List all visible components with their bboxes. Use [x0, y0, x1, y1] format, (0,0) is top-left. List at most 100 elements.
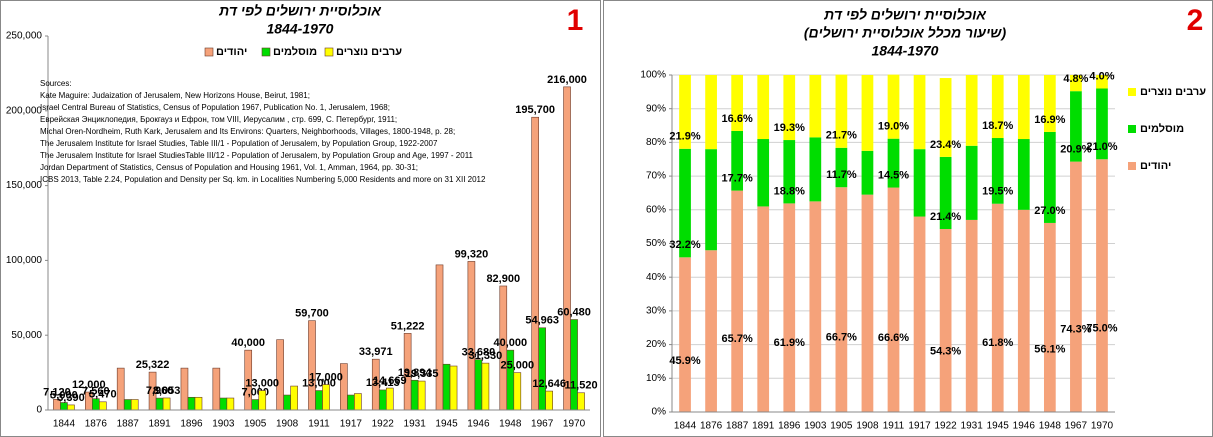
- panel-badge: 2: [1187, 4, 1204, 37]
- bar: [513, 372, 522, 411]
- bar-segment: [757, 206, 770, 412]
- data-label: 82,900: [486, 273, 520, 285]
- y-tick-label: 200,000: [6, 105, 43, 116]
- bar: [123, 399, 132, 411]
- bar-segment: [1096, 159, 1108, 412]
- bar-segment: [705, 149, 717, 251]
- x-tick-label: 1922: [372, 419, 395, 430]
- legend-swatch: [261, 47, 271, 57]
- x-tick-label: 1945: [435, 419, 458, 430]
- bar-segment: [1070, 75, 1082, 92]
- source-line: The Jerusalem Institute for Israel Studi…: [40, 139, 438, 148]
- bar: [385, 387, 394, 411]
- bar: [570, 319, 578, 411]
- y-tick-label: 20%: [646, 339, 666, 350]
- data-label: 7,960: [146, 385, 174, 397]
- bar: [481, 362, 490, 411]
- bar-segment: [991, 203, 1004, 412]
- data-label: 12,646: [532, 378, 566, 390]
- bar-segment: [809, 137, 822, 202]
- bar-segment: [939, 229, 952, 412]
- bar-segment: [1017, 209, 1030, 412]
- data-label: 27.0%: [1034, 205, 1065, 217]
- legend-swatch: [1128, 125, 1136, 133]
- bar: [417, 380, 426, 411]
- bar-segment: [887, 74, 900, 139]
- data-label: 18.8%: [774, 185, 805, 197]
- bar-segment: [1043, 222, 1056, 412]
- bar: [308, 320, 316, 411]
- x-tick-label: 1931: [961, 421, 984, 432]
- bar-segment: [783, 203, 796, 412]
- data-label: 7,120: [43, 386, 71, 398]
- data-label: 16.6%: [722, 113, 753, 125]
- data-label: 195,700: [515, 104, 555, 116]
- data-label: 54,963: [525, 315, 559, 327]
- bar: [322, 384, 330, 411]
- legend-swatch: [1128, 162, 1136, 170]
- x-tick-label: 1931: [404, 419, 427, 430]
- data-label: 7,560: [82, 386, 110, 398]
- data-label: 21.7%: [826, 130, 857, 142]
- y-tick-label: 60%: [646, 204, 666, 215]
- data-label: 25,322: [136, 359, 170, 371]
- data-label: 216,000: [547, 74, 587, 86]
- legend-label: מוסלמים: [1140, 122, 1184, 135]
- bar: [290, 385, 298, 411]
- data-label: 60,480: [557, 306, 591, 318]
- bar-segment: [783, 75, 796, 141]
- bar: [283, 394, 291, 411]
- bar-segment: [1017, 139, 1030, 210]
- x-tick-label: 1876: [85, 419, 108, 430]
- bar-segment: [861, 150, 874, 195]
- data-label: 17,000: [309, 371, 343, 383]
- bar-segment: [705, 75, 717, 150]
- legend-label: מוסלמים: [273, 45, 317, 58]
- data-label: 66.7%: [826, 332, 857, 344]
- bar-segment: [939, 156, 952, 230]
- data-label: 61.9%: [774, 337, 805, 349]
- chart-subtitle: (שיעור מכלל אוכלוסיית ירושלים): [804, 25, 1007, 41]
- bar: [538, 327, 546, 411]
- source-line: ICBS 2013, Table 2.24, Population and De…: [40, 175, 486, 184]
- bar: [162, 397, 171, 411]
- data-label: 14,669: [373, 375, 407, 387]
- x-tick-label: 1911: [308, 419, 330, 430]
- data-label: 19,335: [405, 368, 439, 380]
- source-line: Michal Oren-Nordheim, Ruth Kark, Jerusal…: [40, 127, 455, 136]
- data-label: 31,330: [469, 350, 503, 362]
- x-tick-label: 1970: [1091, 421, 1114, 432]
- data-label: 13,413: [366, 377, 400, 389]
- x-tick-label: 1911: [883, 421, 905, 432]
- data-label: 23.4%: [930, 139, 961, 151]
- y-tick-label: 30%: [646, 306, 666, 317]
- y-tick-label: 150,000: [6, 180, 43, 191]
- source-line: Jordan Department of Statistics, Census …: [40, 163, 418, 172]
- bar: [99, 401, 107, 411]
- y-tick-label: 100%: [640, 70, 666, 81]
- bar-segment: [1070, 161, 1082, 412]
- x-tick-label: 1896: [180, 419, 203, 430]
- x-tick-label: 1905: [830, 421, 853, 432]
- bar-segment: [679, 257, 691, 412]
- data-label: 8,053: [153, 385, 181, 397]
- legend-swatch: [1128, 88, 1136, 96]
- data-label: 13,000: [245, 377, 279, 389]
- bar-segment: [679, 148, 691, 258]
- bar: [354, 393, 362, 411]
- data-label: 40,000: [493, 337, 527, 349]
- data-label: 11.7%: [826, 169, 857, 181]
- data-label: 33,971: [359, 346, 393, 358]
- bar: [410, 379, 419, 411]
- data-label: 54.3%: [930, 346, 961, 358]
- legend-label: יהודים: [216, 46, 247, 58]
- legend-label: ערבים נוצרים: [1140, 86, 1206, 98]
- data-label: 40,000: [231, 337, 265, 349]
- data-label: 19.0%: [878, 121, 909, 133]
- chart-title: אוכלוסיית ירושלים לפי דת: [823, 7, 986, 23]
- bar-segment: [887, 138, 900, 188]
- data-label: 65.7%: [722, 333, 753, 345]
- x-tick-label: 1967: [1065, 421, 1088, 432]
- x-tick-label: 1917: [908, 421, 931, 432]
